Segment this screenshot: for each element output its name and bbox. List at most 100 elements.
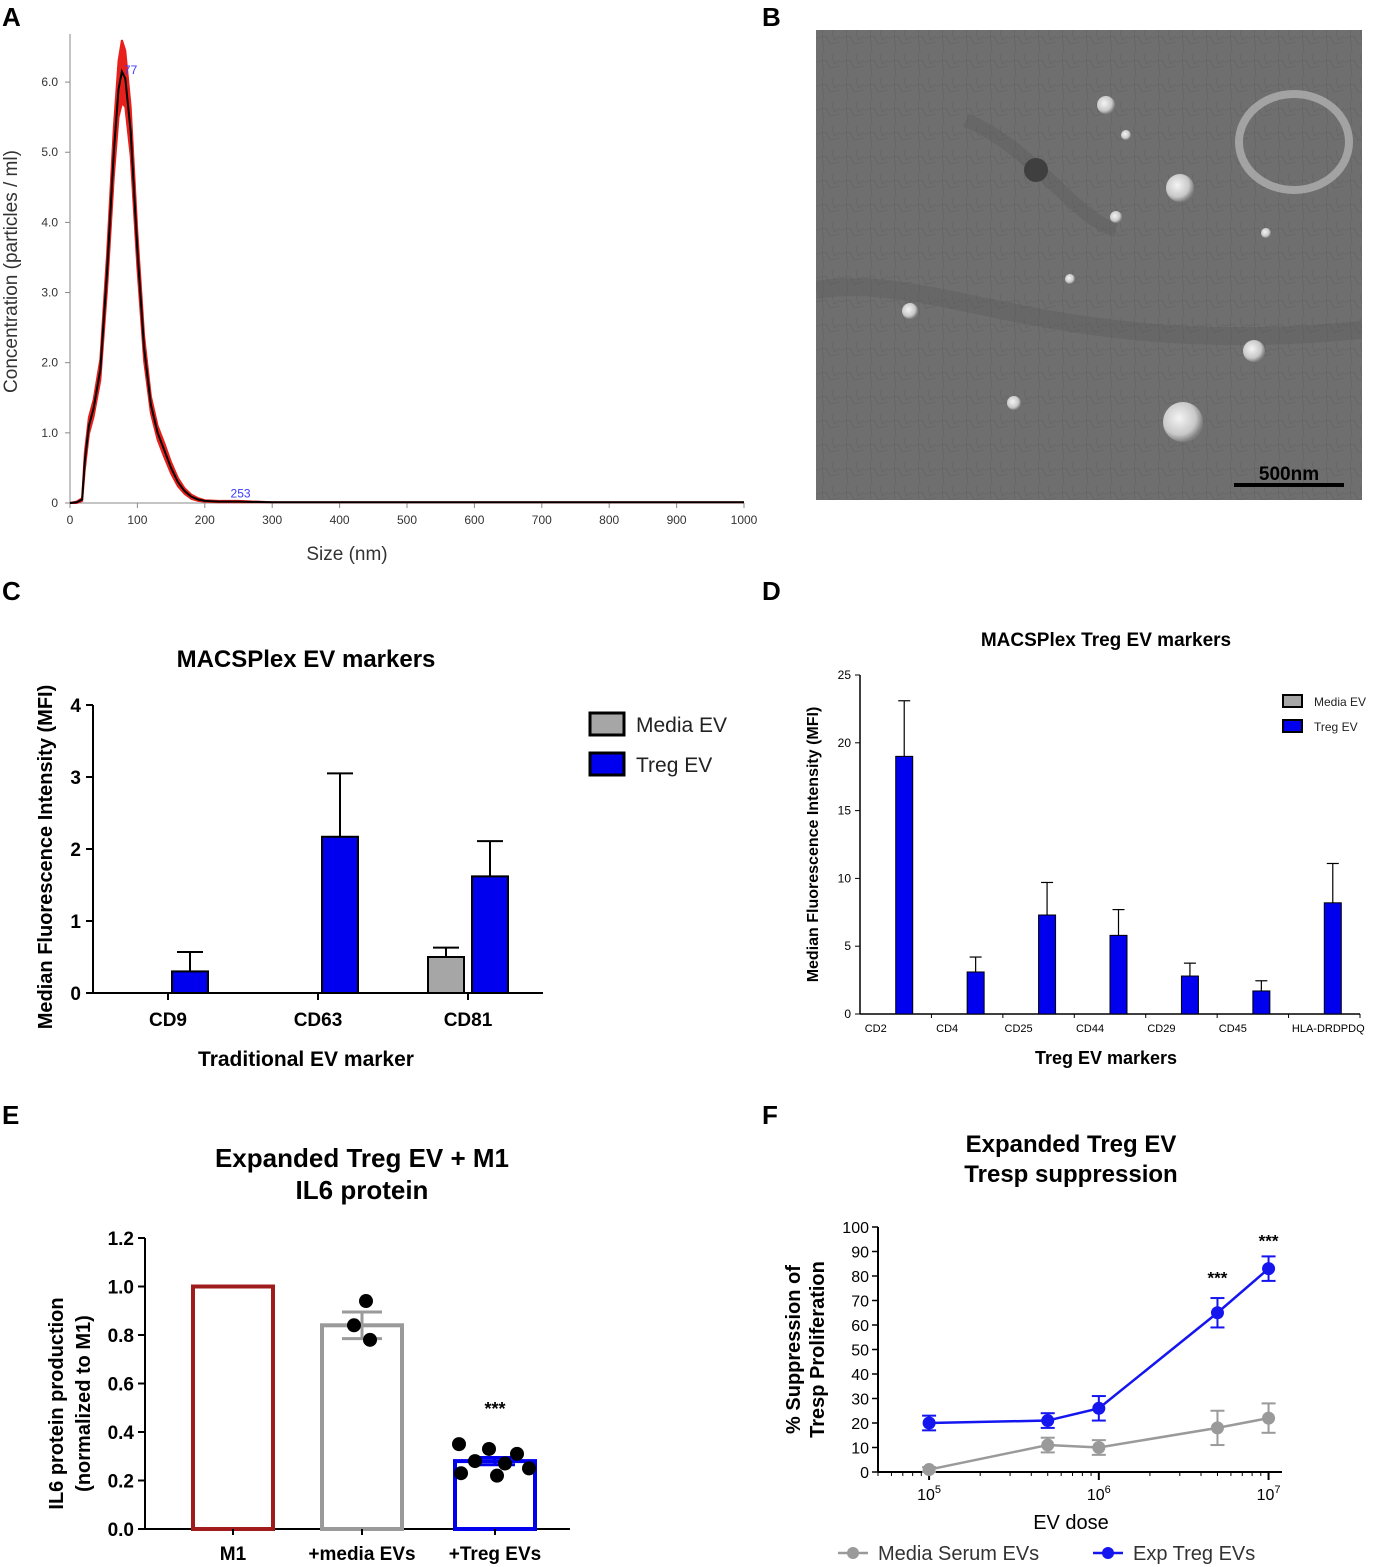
y-tick-label: 70	[851, 1294, 869, 1311]
panel-label-c: C	[2, 576, 21, 606]
bar-treg-ev	[1038, 914, 1057, 1015]
mean-line	[69, 68, 744, 504]
y-tick-label: 4.0	[41, 215, 58, 229]
y-tick-label: 1.0	[108, 1278, 134, 1299]
bar-treg-ev	[1109, 934, 1128, 1015]
x-tick-label: CD9	[149, 1010, 187, 1031]
legend-label: Treg EV	[636, 754, 712, 777]
legend-swatch	[588, 711, 626, 737]
x-tick-label: CD81	[444, 1010, 493, 1031]
chart-d-treg-markers: MACSPlex Treg EV markers 0 5 10 15 20 25 CD2 CD4…	[805, 630, 1366, 1068]
sem-vesicle	[902, 303, 918, 319]
data-point	[922, 1416, 936, 1430]
legend-label: Media EV	[636, 714, 727, 737]
significance-marker: ***	[1259, 1232, 1279, 1251]
data-point	[1210, 1421, 1224, 1435]
sem-crater	[1235, 90, 1353, 194]
error-band-red	[69, 39, 744, 504]
data-point	[490, 1468, 504, 1483]
x-axis-title: Treg EV markers	[1035, 1048, 1177, 1068]
sem-vesicle	[1121, 130, 1131, 140]
sem-scale-label: 500nm	[1259, 464, 1319, 485]
x-tick-label: 106	[1087, 1484, 1111, 1504]
panel-label-b: B	[762, 2, 781, 32]
sem-vesicle	[1110, 211, 1122, 223]
data-point	[1041, 1414, 1055, 1428]
sem-vesicle	[1163, 402, 1203, 442]
x-tick-label: 500	[397, 513, 417, 527]
y-tick-label: 4	[70, 696, 81, 717]
bar-treg-ev	[895, 755, 914, 1015]
chart-f-suppression: Expanded Treg EV Tresp suppression 0 10 20 30…	[783, 1131, 1282, 1565]
y-tick-label: 20	[851, 1416, 869, 1433]
y-tick-label: 3.0	[41, 286, 58, 300]
data-point	[498, 1456, 512, 1471]
y-tick-label: 2.0	[41, 356, 58, 370]
data-point	[1210, 1306, 1224, 1320]
chart-subtitle: Tresp suppression	[964, 1161, 1177, 1188]
y-tick-label: 0	[70, 984, 81, 1005]
y-tick-label: 5.0	[41, 145, 58, 159]
x-tick-label: CD25	[1005, 1023, 1033, 1035]
x-tick-label: 700	[532, 513, 552, 527]
y-tick-label: 5	[844, 939, 851, 953]
data-point	[1262, 1262, 1276, 1276]
x-tick-label: 200	[195, 513, 215, 527]
bar-m1	[191, 1284, 275, 1531]
x-tick-label: 0	[67, 513, 74, 527]
data-point	[510, 1446, 524, 1461]
y-tick-label: 0.4	[108, 1423, 135, 1444]
data-point	[454, 1466, 468, 1481]
y-tick-label: 90	[851, 1245, 869, 1262]
bar-treg-ev	[321, 835, 359, 994]
y-tick-label: 10	[838, 871, 852, 885]
y-tick-label: 0	[51, 496, 58, 510]
bar-mediaevs	[320, 1323, 404, 1531]
y-tick-label: 0.8	[108, 1326, 134, 1347]
x-tick-label: 900	[667, 513, 687, 527]
legend-label: Media EV	[1314, 695, 1366, 709]
peak-annotation: 77	[124, 63, 138, 77]
y-axis-title-line2: (normalized to M1)	[73, 1315, 95, 1492]
y-tick-label: 0.2	[108, 1472, 134, 1493]
y-tick-label: 6.0	[41, 75, 58, 89]
y-axis-title: IL6 protein production	[46, 1297, 68, 1509]
y-axis-title: Concentration (particles / ml)	[1, 150, 22, 393]
data-point	[468, 1454, 482, 1469]
data-point	[359, 1294, 373, 1309]
x-tick-label: CD44	[1076, 1023, 1104, 1035]
legend-label: Media Serum EVs	[878, 1543, 1039, 1565]
y-tick-label: 40	[851, 1367, 869, 1384]
x-tick-label: 107	[1257, 1484, 1281, 1504]
x-tick-label: HLA-DRDPDQ	[1292, 1023, 1365, 1035]
chart-title: MACSPlex EV markers	[177, 646, 436, 673]
y-tick-label: 15	[838, 804, 852, 818]
y-tick-label: 20	[838, 736, 852, 750]
y-tick-label: 60	[851, 1318, 869, 1335]
chart-a-size-distribution: 0 1.0 2.0 3.0 4.0 5.0 6.0 0 100 200 300 400 500 600 70…	[1, 34, 758, 565]
x-axis-title: EV dose	[1033, 1512, 1109, 1534]
y-tick-label: 1.2	[108, 1229, 134, 1250]
y-tick-label: 30	[851, 1392, 869, 1409]
bar-treg-ev	[1180, 975, 1199, 1015]
y-tick-label: 3	[70, 768, 81, 789]
y-tick-label: 25	[838, 668, 852, 682]
chart-c-ev-markers: MACSPlex EV markers 0 1 2 3 4 CD9 CD63 CD81 Tradi…	[35, 646, 727, 1071]
data-point	[1092, 1401, 1106, 1415]
sem-pore	[1024, 158, 1048, 182]
y-axis-title-line1: % Suppression of	[783, 1265, 805, 1434]
x-tick-label: 800	[599, 513, 619, 527]
x-tick-label: 600	[464, 513, 484, 527]
x-tick-label: 300	[262, 513, 282, 527]
y-tick-label: 80	[851, 1269, 869, 1286]
x-tick-label: CD4	[936, 1023, 958, 1035]
data-point	[1262, 1411, 1276, 1425]
sem-micrograph: 500nm	[816, 30, 1362, 500]
legend-swatch	[588, 751, 626, 777]
x-tick-label: 105	[917, 1484, 941, 1504]
bar-treg-ev	[1323, 902, 1342, 1015]
significance-marker: ***	[1208, 1268, 1228, 1287]
bar-treg-ev	[966, 971, 985, 1015]
y-tick-label: 2	[70, 840, 81, 861]
y-tick-label: 10	[851, 1441, 869, 1458]
